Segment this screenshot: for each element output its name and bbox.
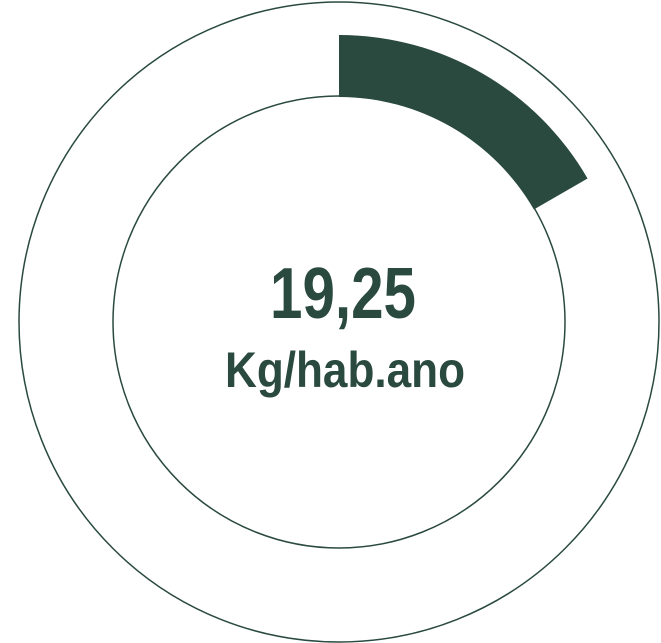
- value-label: 19,25: [270, 254, 416, 334]
- gauge-arc: [339, 35, 588, 210]
- unit-label: Kg/hab.ano: [225, 342, 465, 398]
- outer-ring: [18, 1, 660, 643]
- inner-ring: [112, 95, 566, 549]
